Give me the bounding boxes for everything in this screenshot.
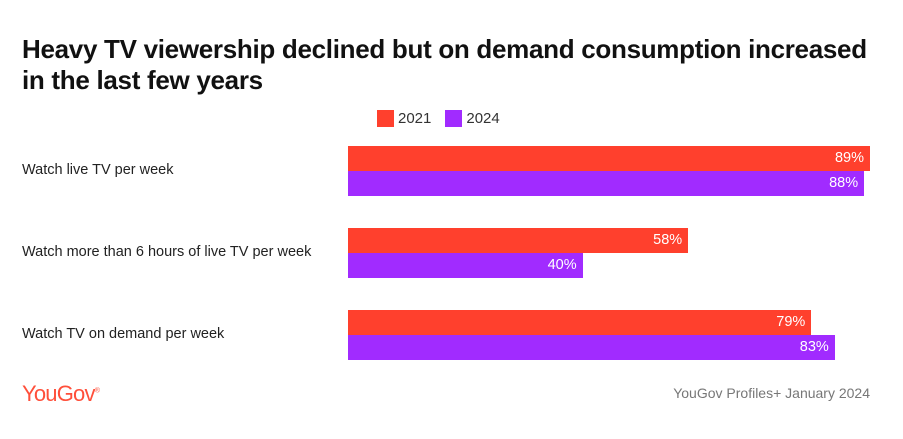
data-label: 79%: [776, 314, 806, 330]
source-note: YouGov Profiles+ January 2024: [673, 385, 870, 401]
legend: 2021 2024: [377, 110, 500, 127]
chart-title: Heavy TV viewership declined but on dema…: [22, 34, 867, 95]
yougov-logo: YouGov®: [22, 381, 100, 406]
legend-swatch: [377, 110, 394, 127]
legend-label: 2024: [466, 110, 500, 127]
category-label: Watch live TV per week: [22, 162, 174, 178]
legend-swatch: [445, 110, 463, 127]
data-label: 83%: [799, 339, 829, 355]
data-label: 58%: [653, 232, 683, 248]
data-label: 89%: [834, 150, 864, 166]
logo-text: YouGov: [22, 381, 95, 406]
data-label: 88%: [829, 175, 859, 191]
bar-2024: [348, 171, 865, 196]
legend-item-2024: 2024: [445, 110, 500, 127]
legend-label: 2021: [398, 110, 432, 127]
category-label: Watch TV on demand per week: [22, 326, 225, 342]
bar-2024: [348, 335, 835, 360]
bar-2021: [348, 146, 870, 171]
bar-2021: [348, 228, 689, 253]
bar-2021: [348, 310, 812, 335]
category-label: Watch more than 6 hours of live TV per w…: [22, 244, 312, 260]
legend-item-2021: 2021: [377, 110, 431, 127]
data-label: 40%: [547, 257, 577, 273]
bar-2024: [348, 253, 583, 278]
